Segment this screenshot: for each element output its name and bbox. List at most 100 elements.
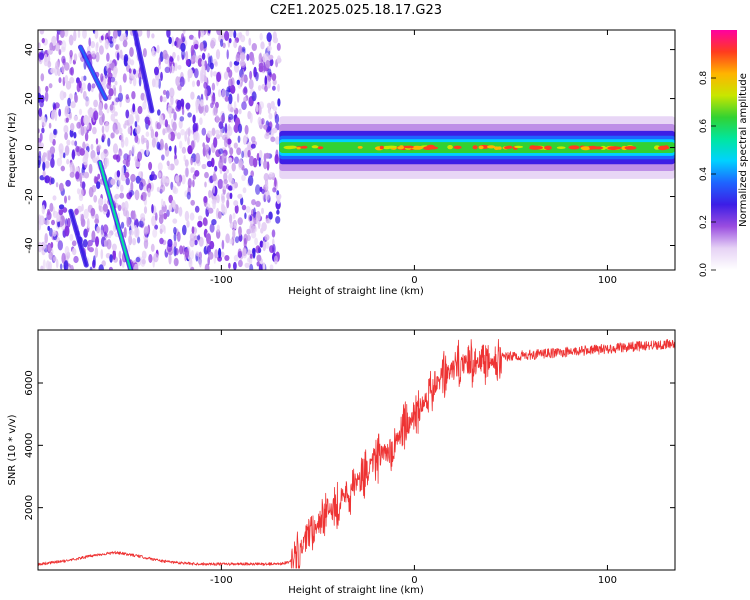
spectrogram-cell xyxy=(91,83,96,89)
spectrogram-cell xyxy=(59,263,63,270)
carrier-hotspot xyxy=(607,146,619,151)
colorbar-tick-label: 0.0 xyxy=(699,263,709,278)
spectrogram-cell xyxy=(138,76,142,87)
spectrogram-cell xyxy=(154,66,159,76)
spectrogram-cell xyxy=(90,143,94,151)
spectrogram-cell xyxy=(190,199,195,206)
snr-panel: -100 0 100 2000 4000 6000 Height of straight… xyxy=(7,329,676,596)
spectrogram-cell xyxy=(231,162,236,172)
spectrogram-cell xyxy=(69,171,75,178)
spectrogram-cell xyxy=(188,34,194,40)
carrier-hotspot xyxy=(544,145,552,150)
spectrogram-cell xyxy=(234,156,239,164)
spectrogram-cell xyxy=(137,151,143,162)
spectrogram-cell xyxy=(102,203,108,212)
spectrogram-cell xyxy=(93,195,98,203)
spectrogram-cell xyxy=(117,204,122,211)
spectrogram-cell xyxy=(227,128,230,139)
spectrogram-cell xyxy=(247,257,251,263)
colorbar-ticks: 0.0 0.2 0.4 0.6 0.8 xyxy=(699,71,716,278)
spectrogram-cell xyxy=(197,215,203,221)
spectrogram-cell xyxy=(216,194,220,204)
y-tick-label: 6000 xyxy=(24,370,35,395)
spectrogram-cell xyxy=(258,53,262,63)
spectrogram-cell xyxy=(190,91,195,100)
spectrogram-cell xyxy=(80,86,83,94)
spectrogram-cell xyxy=(181,146,187,154)
spectrogram-cell xyxy=(63,260,69,270)
spectrogram-cell xyxy=(94,246,99,258)
spectrogram-cell xyxy=(111,243,117,251)
spectrogram-cell xyxy=(46,150,52,161)
spectrogram-cell xyxy=(65,179,71,187)
spectrogram-cell xyxy=(261,189,265,194)
spectrogram-cell xyxy=(214,165,218,172)
spectrogram-cell xyxy=(228,262,231,269)
spectrogram-cell xyxy=(229,147,234,156)
spectrogram-cell xyxy=(228,38,232,44)
spectrogram-cell xyxy=(75,145,80,153)
spectrogram-cell xyxy=(57,220,61,228)
spectrogram-cell xyxy=(151,171,155,178)
spectrogram-cell xyxy=(101,133,106,140)
spectrogram-cell xyxy=(162,200,166,207)
spectrogram-cell xyxy=(268,54,274,60)
spectrogram-cell xyxy=(239,59,246,67)
spectrogram-cell xyxy=(218,89,222,98)
spectrogram-cell xyxy=(166,30,171,38)
spectrogram-cell xyxy=(168,204,172,212)
spectrogram-cell xyxy=(69,233,74,242)
spectrogram-cell xyxy=(41,116,47,127)
spectrogram-streak-core xyxy=(133,30,153,112)
spectrogram-cell xyxy=(261,207,264,215)
spectrogram-cell xyxy=(51,152,55,160)
carrier-hotspot xyxy=(357,146,363,149)
snr-y-axis-label: SNR (10 * v/v) xyxy=(7,414,18,485)
spectrogram-cell xyxy=(198,236,204,247)
spectrogram-cell xyxy=(192,114,196,124)
spectrogram-cell xyxy=(156,44,160,54)
carrier-hotspot xyxy=(487,145,496,149)
spectrogram-cell xyxy=(128,229,134,236)
spectrogram-cell xyxy=(104,103,108,110)
spectrogram-cell xyxy=(218,121,224,129)
spectrogram-cell xyxy=(169,131,175,142)
y-tick-label: -40 xyxy=(24,237,35,253)
spectrogram-cell xyxy=(238,226,242,237)
spectrogram-cell xyxy=(151,215,157,227)
spectrogram-cell xyxy=(173,241,177,248)
spectrogram-cell xyxy=(41,37,45,44)
spectrogram-cell xyxy=(129,47,134,57)
spectrogram-cell xyxy=(150,243,155,252)
spectrogram-cell xyxy=(266,32,272,43)
spectrogram-cell xyxy=(157,162,163,172)
spectrogram-cell xyxy=(224,95,229,102)
spectrogram-cell xyxy=(151,33,155,39)
spectrogram-cell xyxy=(228,78,233,89)
spectrogram-cell xyxy=(229,61,233,68)
spectrogram-cell xyxy=(51,110,55,121)
spectrogram-cell xyxy=(93,255,96,266)
chart-title: C2E1.2025.025.18.17.G23 xyxy=(270,3,442,18)
spectrogram-cell xyxy=(201,52,206,61)
spectrogram-cell xyxy=(40,265,44,270)
spectrogram-cell xyxy=(104,73,108,79)
spectrogram-cell xyxy=(74,140,78,147)
carrier-hotspot xyxy=(478,145,484,150)
spectrogram-cell xyxy=(147,119,151,126)
spectrogram-cell xyxy=(52,102,56,109)
spectrogram-cell xyxy=(168,36,172,45)
spectrogram-cell xyxy=(134,156,138,163)
spectrogram-cell xyxy=(91,50,96,58)
spectrogram-cell xyxy=(110,132,115,139)
spectrogram-cell xyxy=(235,53,241,63)
spectrogram-cell xyxy=(204,171,209,179)
spectrogram-cell xyxy=(57,240,63,251)
spectrogram-cell xyxy=(247,149,251,158)
spectrogram-cell xyxy=(42,259,46,270)
spectrogram-cell xyxy=(159,184,166,193)
spectrogram-cell xyxy=(151,50,157,57)
spectrogram-cell xyxy=(98,116,104,126)
spectrogram-cell xyxy=(260,227,264,234)
